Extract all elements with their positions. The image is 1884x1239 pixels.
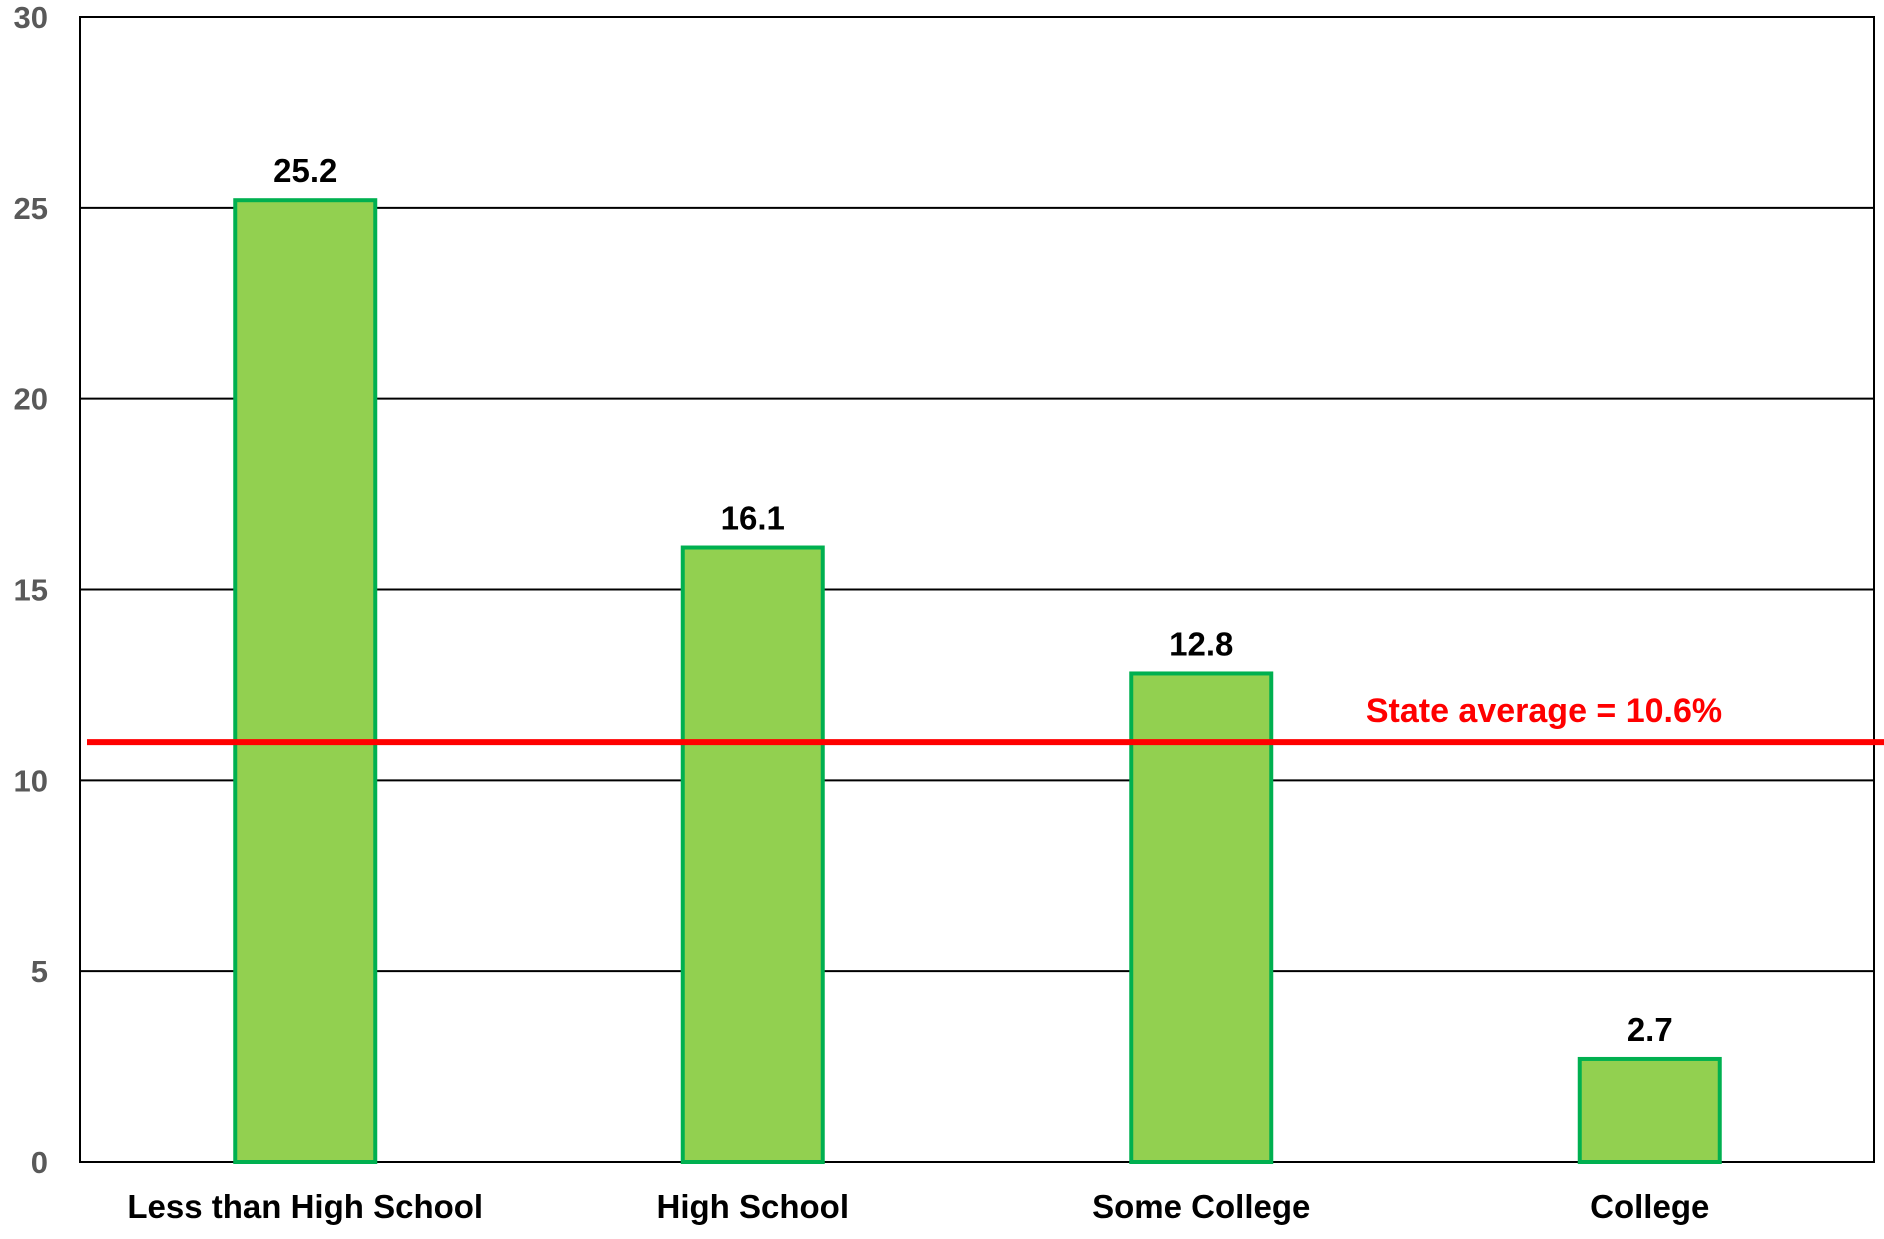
data-labels: 25.2 16.1 12.8 2.7 — [273, 152, 1673, 1048]
y-tick-label: 10 — [14, 763, 48, 798]
y-tick-label: 20 — [14, 382, 48, 417]
gridlines — [80, 206, 1874, 973]
data-label: 16.1 — [721, 500, 785, 537]
y-tick-label: 5 — [31, 954, 48, 989]
x-axis-category-labels: Less than High School High School Some Col… — [127, 1188, 1709, 1225]
data-label: 25.2 — [273, 152, 337, 189]
state-average-label: State average = 10.6% — [1366, 692, 1722, 730]
x-category-label: College — [1590, 1188, 1709, 1225]
x-category-label: Some College — [1092, 1188, 1310, 1225]
y-tick-label: 30 — [14, 0, 48, 35]
x-category-label: Less than High School — [127, 1188, 483, 1225]
plot-area-frame — [79, 16, 1875, 1163]
y-tick-label: 0 — [31, 1145, 48, 1180]
data-label: 12.8 — [1169, 625, 1233, 662]
bar — [680, 545, 825, 1164]
y-axis-tick-labels: 0 5 10 15 20 25 30 — [14, 0, 48, 1180]
data-label: 2.7 — [1627, 1011, 1673, 1048]
x-category-label: High School — [657, 1188, 850, 1225]
y-tick-label: 25 — [14, 191, 48, 226]
bar — [233, 198, 378, 1164]
bar — [1577, 1056, 1722, 1164]
bar — [1129, 671, 1274, 1164]
y-tick-label: 15 — [14, 573, 48, 608]
bars — [233, 198, 1722, 1164]
